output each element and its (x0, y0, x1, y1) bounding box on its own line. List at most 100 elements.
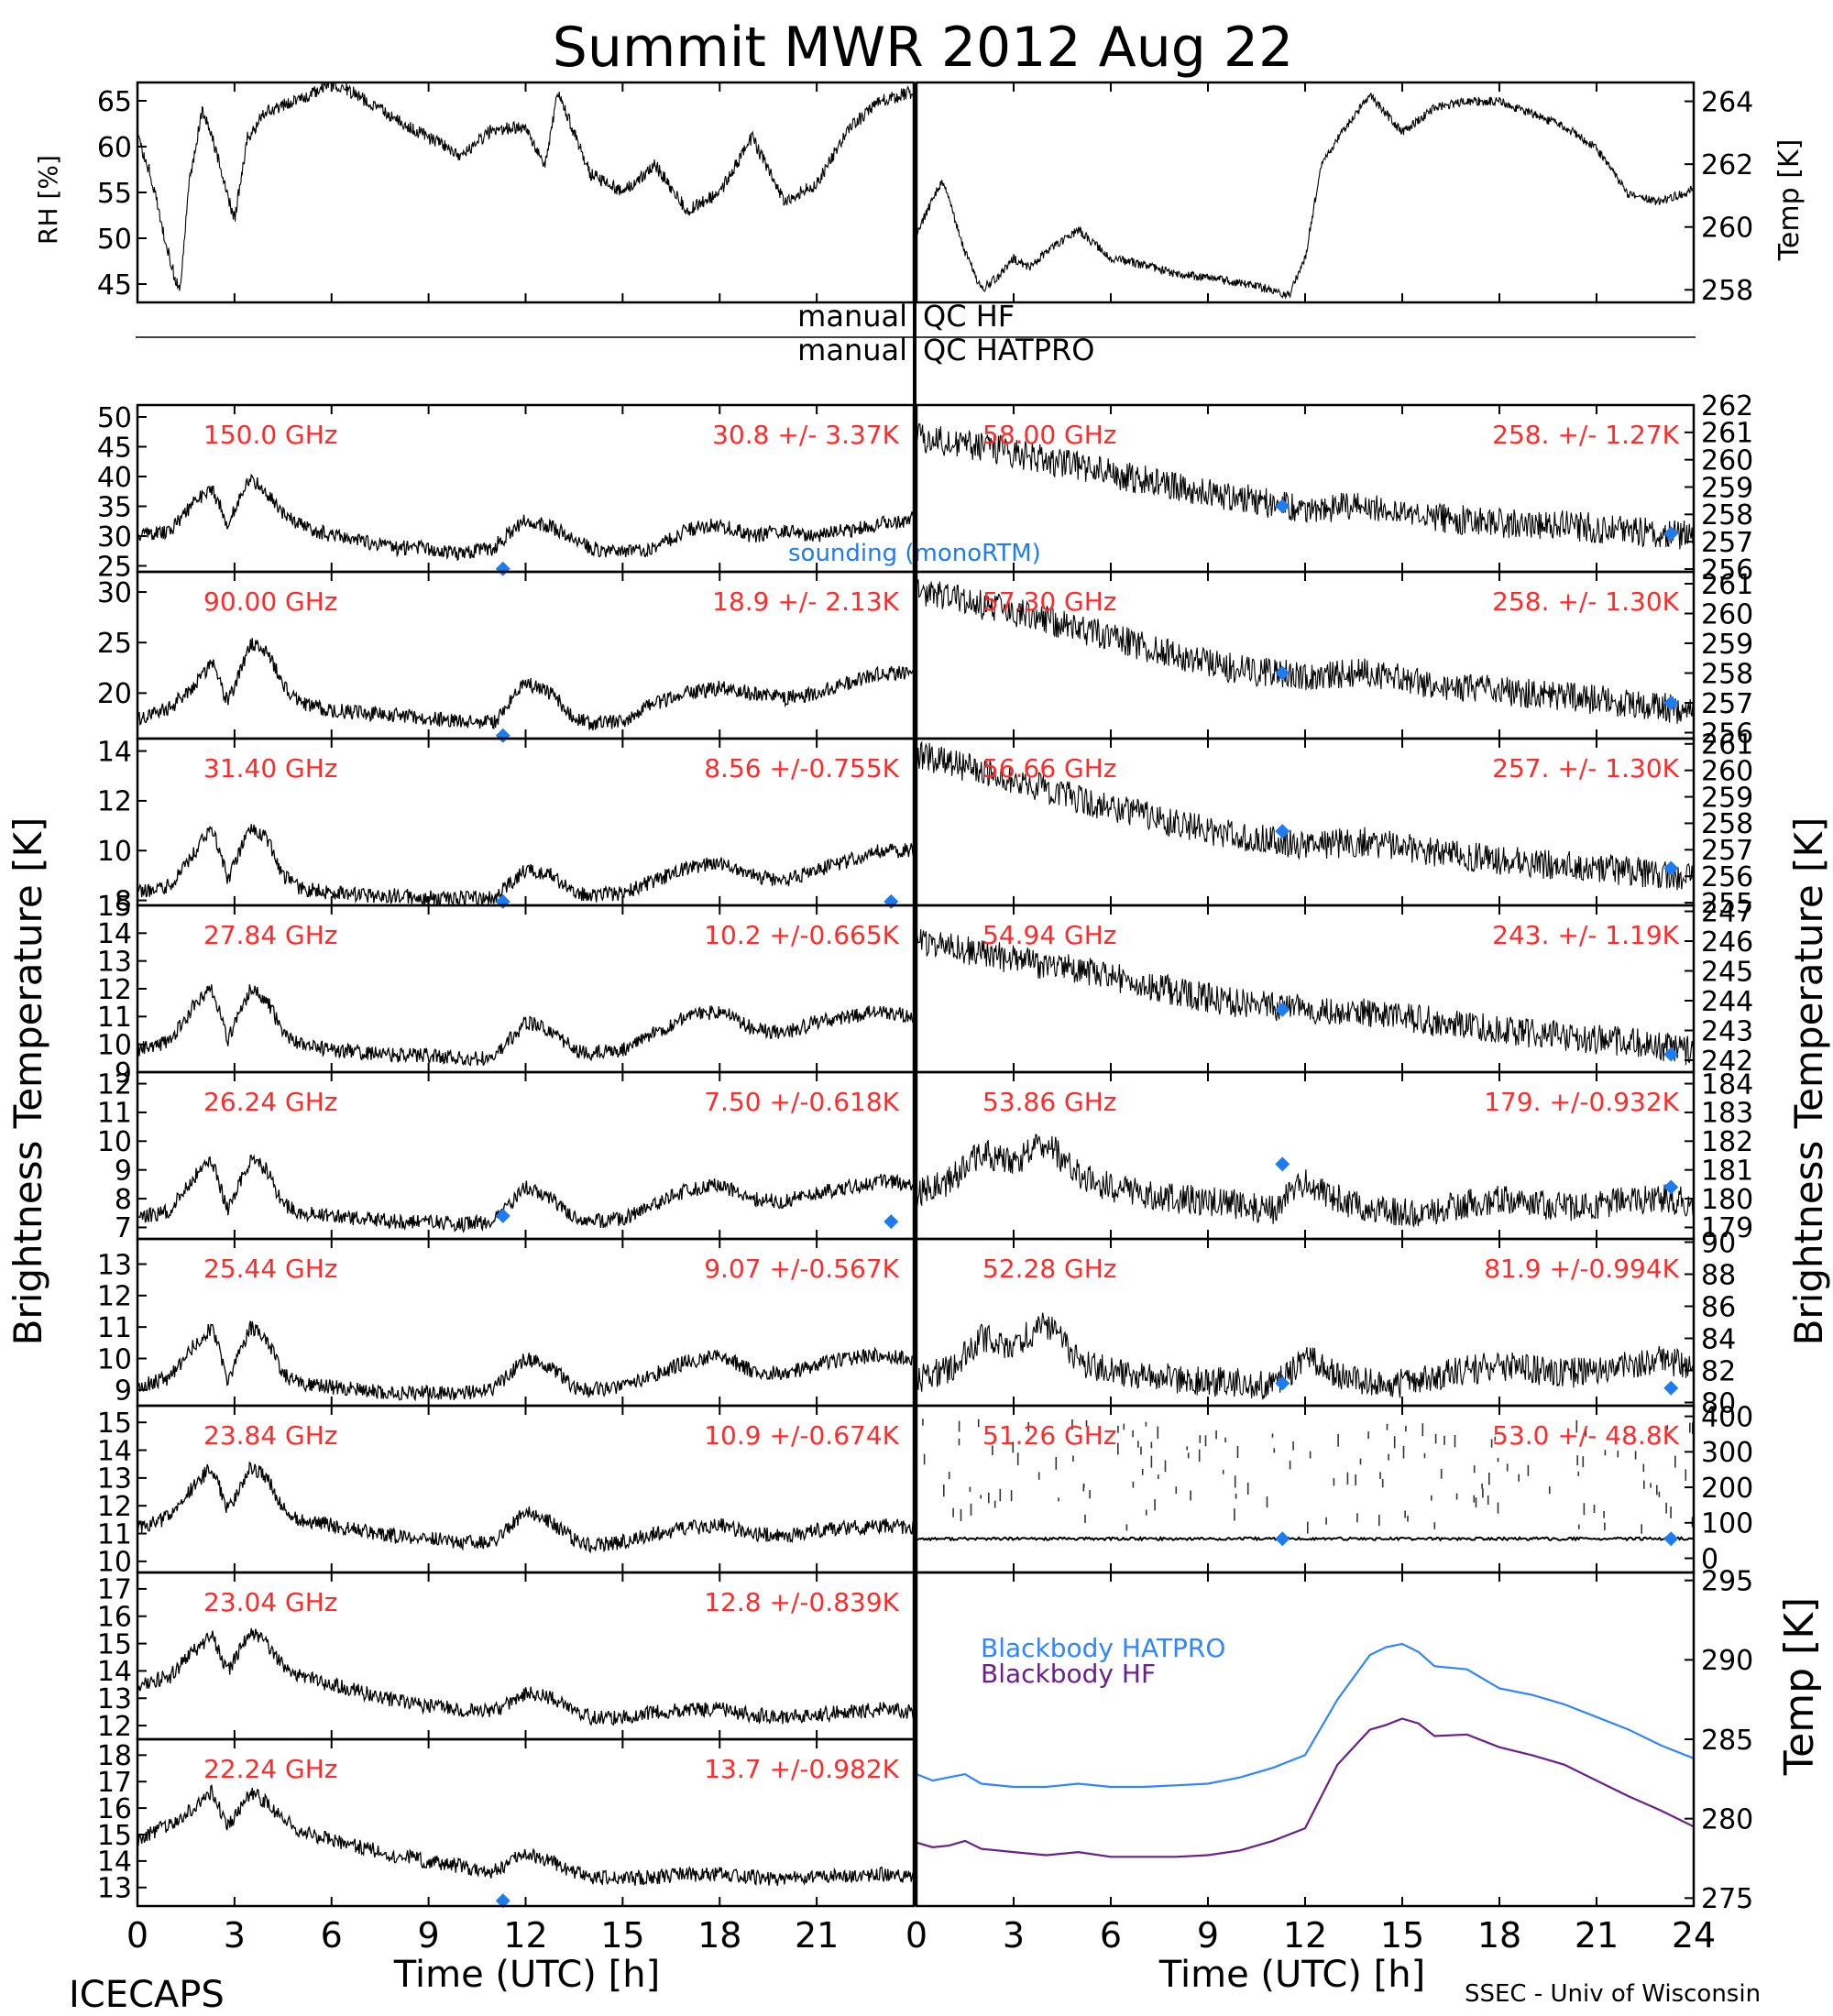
stats-label: 18.9 +/- 2.13K (712, 586, 899, 617)
data-point (1666, 1425, 1668, 1430)
frequency-label: 23.04 GHz (203, 1587, 338, 1617)
data-layer (916, 93, 1694, 300)
y-tick-label: 80 (1701, 1387, 1736, 1419)
data-point (1643, 1480, 1645, 1489)
data-point (1089, 1490, 1091, 1499)
y-tick-label: 30 (97, 521, 132, 553)
stats-label: 10.9 +/-0.674K (704, 1420, 899, 1451)
data-trace (137, 1461, 914, 1554)
stats-label: 9.07 +/-0.567K (704, 1254, 899, 1284)
stats-label: 257. +/- 1.30K (1492, 753, 1679, 783)
data-point (1641, 1524, 1642, 1534)
y-tick-label: 84 (1701, 1323, 1736, 1355)
y-tick-label: 256 (1701, 718, 1753, 750)
y-tick-label: 12 (97, 1491, 132, 1523)
data-point (1431, 1495, 1432, 1501)
y-tick-label: 257 (1701, 688, 1753, 720)
data-point (1527, 1464, 1530, 1476)
y-tick-label: 14 (97, 1656, 132, 1688)
sounding-marker (1663, 1380, 1679, 1396)
y-tick-label: 243 (1701, 1015, 1753, 1047)
data-trace (137, 1154, 914, 1233)
data-point (1487, 1495, 1489, 1506)
y-tick-label: 257 (1701, 527, 1753, 559)
data-point (1423, 1452, 1426, 1459)
legend-blackbody-hatpro: Blackbody HATPRO (981, 1633, 1225, 1663)
y-tick-label: 35 (97, 491, 132, 523)
y-tick-label: 18 (97, 1740, 132, 1772)
y-tick-label: 15 (97, 1408, 132, 1440)
stats-label: 258. +/- 1.30K (1492, 586, 1679, 617)
x-tick-label-left: 9 (418, 1915, 440, 1956)
sounding-marker (1275, 665, 1290, 681)
y-tick-label: 10 (97, 1343, 132, 1375)
data-point (1407, 1516, 1409, 1522)
data-point (1440, 1468, 1443, 1479)
y-tick-label: 179 (1701, 1212, 1753, 1244)
frequency-label: 26.24 GHz (203, 1087, 338, 1117)
data-point (1393, 1436, 1396, 1449)
y-tick-label: 14 (97, 918, 132, 950)
data-point (977, 1419, 980, 1428)
data-point (1204, 1435, 1207, 1447)
data-point (1222, 1470, 1224, 1474)
series-line-hatpro (916, 1642, 1694, 1789)
data-point (958, 1438, 960, 1446)
stats-label: 12.8 +/-0.839K (704, 1587, 899, 1617)
y-tick-label: 12 (97, 1281, 132, 1313)
y-tick-label: 12 (97, 1068, 132, 1101)
y-tick-label: 245 (1701, 956, 1753, 988)
data-point (1356, 1513, 1358, 1523)
data-point (1307, 1521, 1309, 1534)
y-tick-label: 8 (115, 1184, 132, 1216)
y-tick-label: 180 (1701, 1184, 1753, 1216)
data-point (1388, 1453, 1389, 1461)
y-tick-label: 295 (1701, 1565, 1753, 1597)
data-point (1215, 1430, 1217, 1440)
data-point (1421, 1423, 1424, 1437)
y-tick-label: 13 (97, 1249, 132, 1281)
data-point (1271, 1433, 1274, 1438)
x-tick-label-left: 6 (321, 1915, 343, 1956)
data-point (1481, 1483, 1483, 1489)
sounding-marker (1663, 860, 1679, 876)
panel-frame (915, 81, 1696, 304)
y-tick-label: 258 (1701, 658, 1753, 690)
panel-temp_top: 258 260 262 264 (915, 81, 1753, 307)
x-tick-label-left: 12 (503, 1915, 547, 1956)
data-point (1072, 1455, 1074, 1462)
data-point (1071, 1419, 1073, 1430)
data-point (1082, 1485, 1085, 1492)
data-point (980, 1495, 982, 1499)
data-point (948, 1472, 950, 1480)
stats-label: 30.8 +/- 3.37K (712, 420, 899, 450)
y-tick-label: 13 (97, 1873, 132, 1905)
data-point (1125, 1524, 1128, 1531)
data-point (1603, 1511, 1605, 1518)
data-layer (916, 1312, 1694, 1400)
data-point (1154, 1499, 1156, 1511)
data-trace (916, 928, 1694, 1066)
y-tick-label: 181 (1701, 1155, 1753, 1187)
stats-label: 7.50 +/-0.618K (704, 1087, 899, 1117)
y-tick-label: 20 (97, 678, 132, 710)
data-point (1506, 1463, 1509, 1472)
data-point (1575, 1419, 1578, 1433)
data-point (1670, 1507, 1672, 1518)
data-point (1674, 1455, 1676, 1468)
data-point (1164, 1460, 1167, 1473)
data-layer (137, 1784, 914, 1886)
brightness-right-axis-label: Brightness Temperature [K] (1786, 817, 1831, 1346)
sounding-marker (495, 728, 510, 743)
data-point (1386, 1423, 1388, 1430)
data-layer (137, 638, 914, 731)
data-point (1604, 1522, 1606, 1531)
data-point (1433, 1522, 1436, 1529)
data-point (1157, 1426, 1159, 1440)
data-trace (137, 638, 914, 731)
frequency-label: 54.94 GHz (982, 920, 1117, 950)
